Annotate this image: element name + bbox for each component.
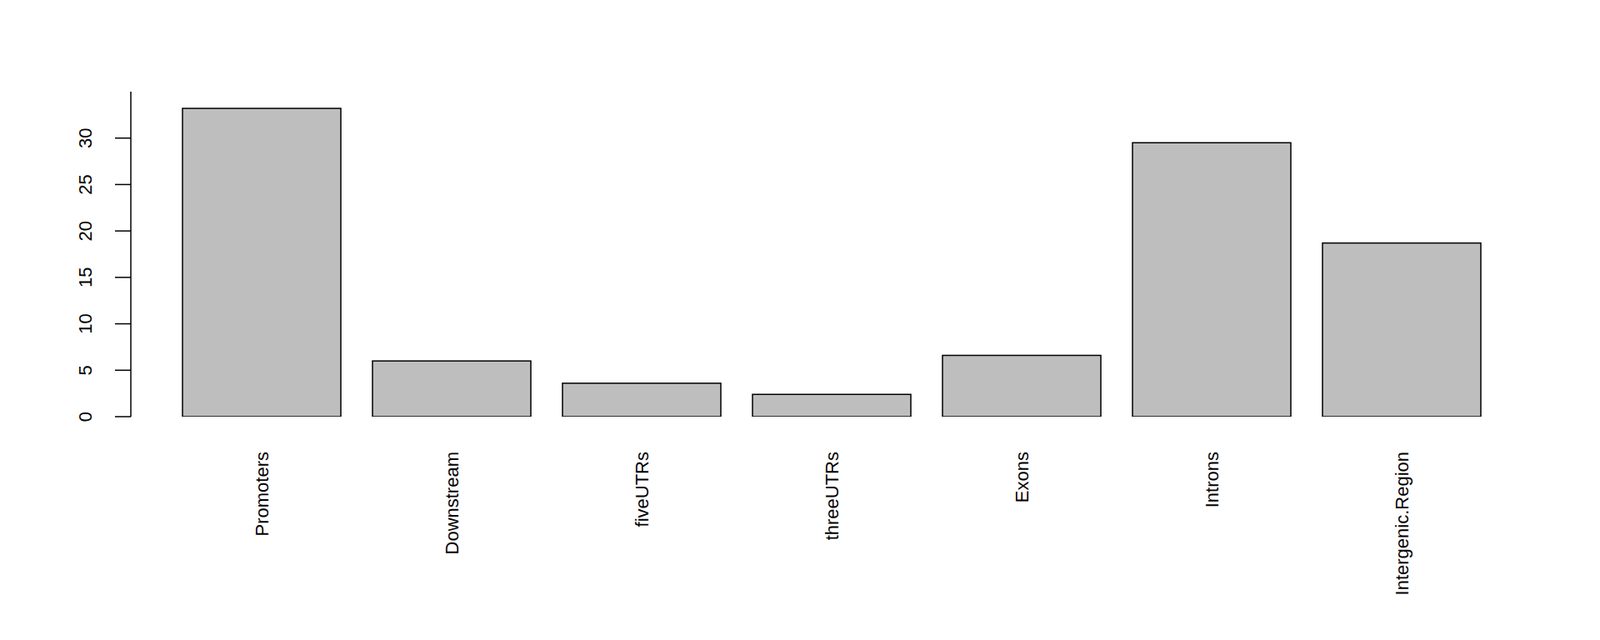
x-category-label: Introns	[1201, 451, 1223, 508]
y-tick	[115, 370, 131, 372]
y-tick	[115, 323, 131, 325]
x-category-label: Promoters	[251, 451, 273, 536]
bar	[942, 355, 1101, 417]
chart-container: 0 5 10 15 20 25 30 Promoters Downstream fiveUTRs t…	[0, 0, 1600, 640]
x-category-label: fiveUTRs	[631, 451, 653, 527]
y-tick-label: 30	[75, 127, 96, 148]
bar	[1322, 243, 1481, 417]
y-tick	[115, 276, 131, 279]
y-tick-label: 5	[75, 365, 96, 375]
y-tick	[115, 415, 131, 418]
y-tick	[115, 184, 131, 186]
bar	[752, 394, 911, 417]
y-tick-label: 0	[75, 411, 96, 422]
y-tick	[115, 137, 131, 140]
y-tick-label: 20	[75, 220, 96, 241]
y-tick-label: 10	[75, 313, 96, 334]
bar	[1132, 142, 1291, 417]
y-tick	[115, 230, 131, 232]
bar	[372, 360, 531, 417]
x-category-label: Exons	[1011, 451, 1033, 503]
bars	[182, 108, 1481, 417]
x-category-label: Intergenic.Region	[1391, 451, 1413, 595]
x-category-label: Downstream	[441, 451, 463, 555]
bar	[562, 383, 721, 417]
y-axis-line	[130, 91, 132, 417]
x-category-label: threeUTRs	[821, 451, 843, 540]
y-tick-label: 25	[75, 174, 96, 195]
y-tick-label: 15	[75, 267, 96, 288]
bar	[182, 108, 341, 417]
chart-svg: 0 5 10 15 20 25 30 Promoters Downstream fiveUTRs t…	[0, 0, 1600, 640]
